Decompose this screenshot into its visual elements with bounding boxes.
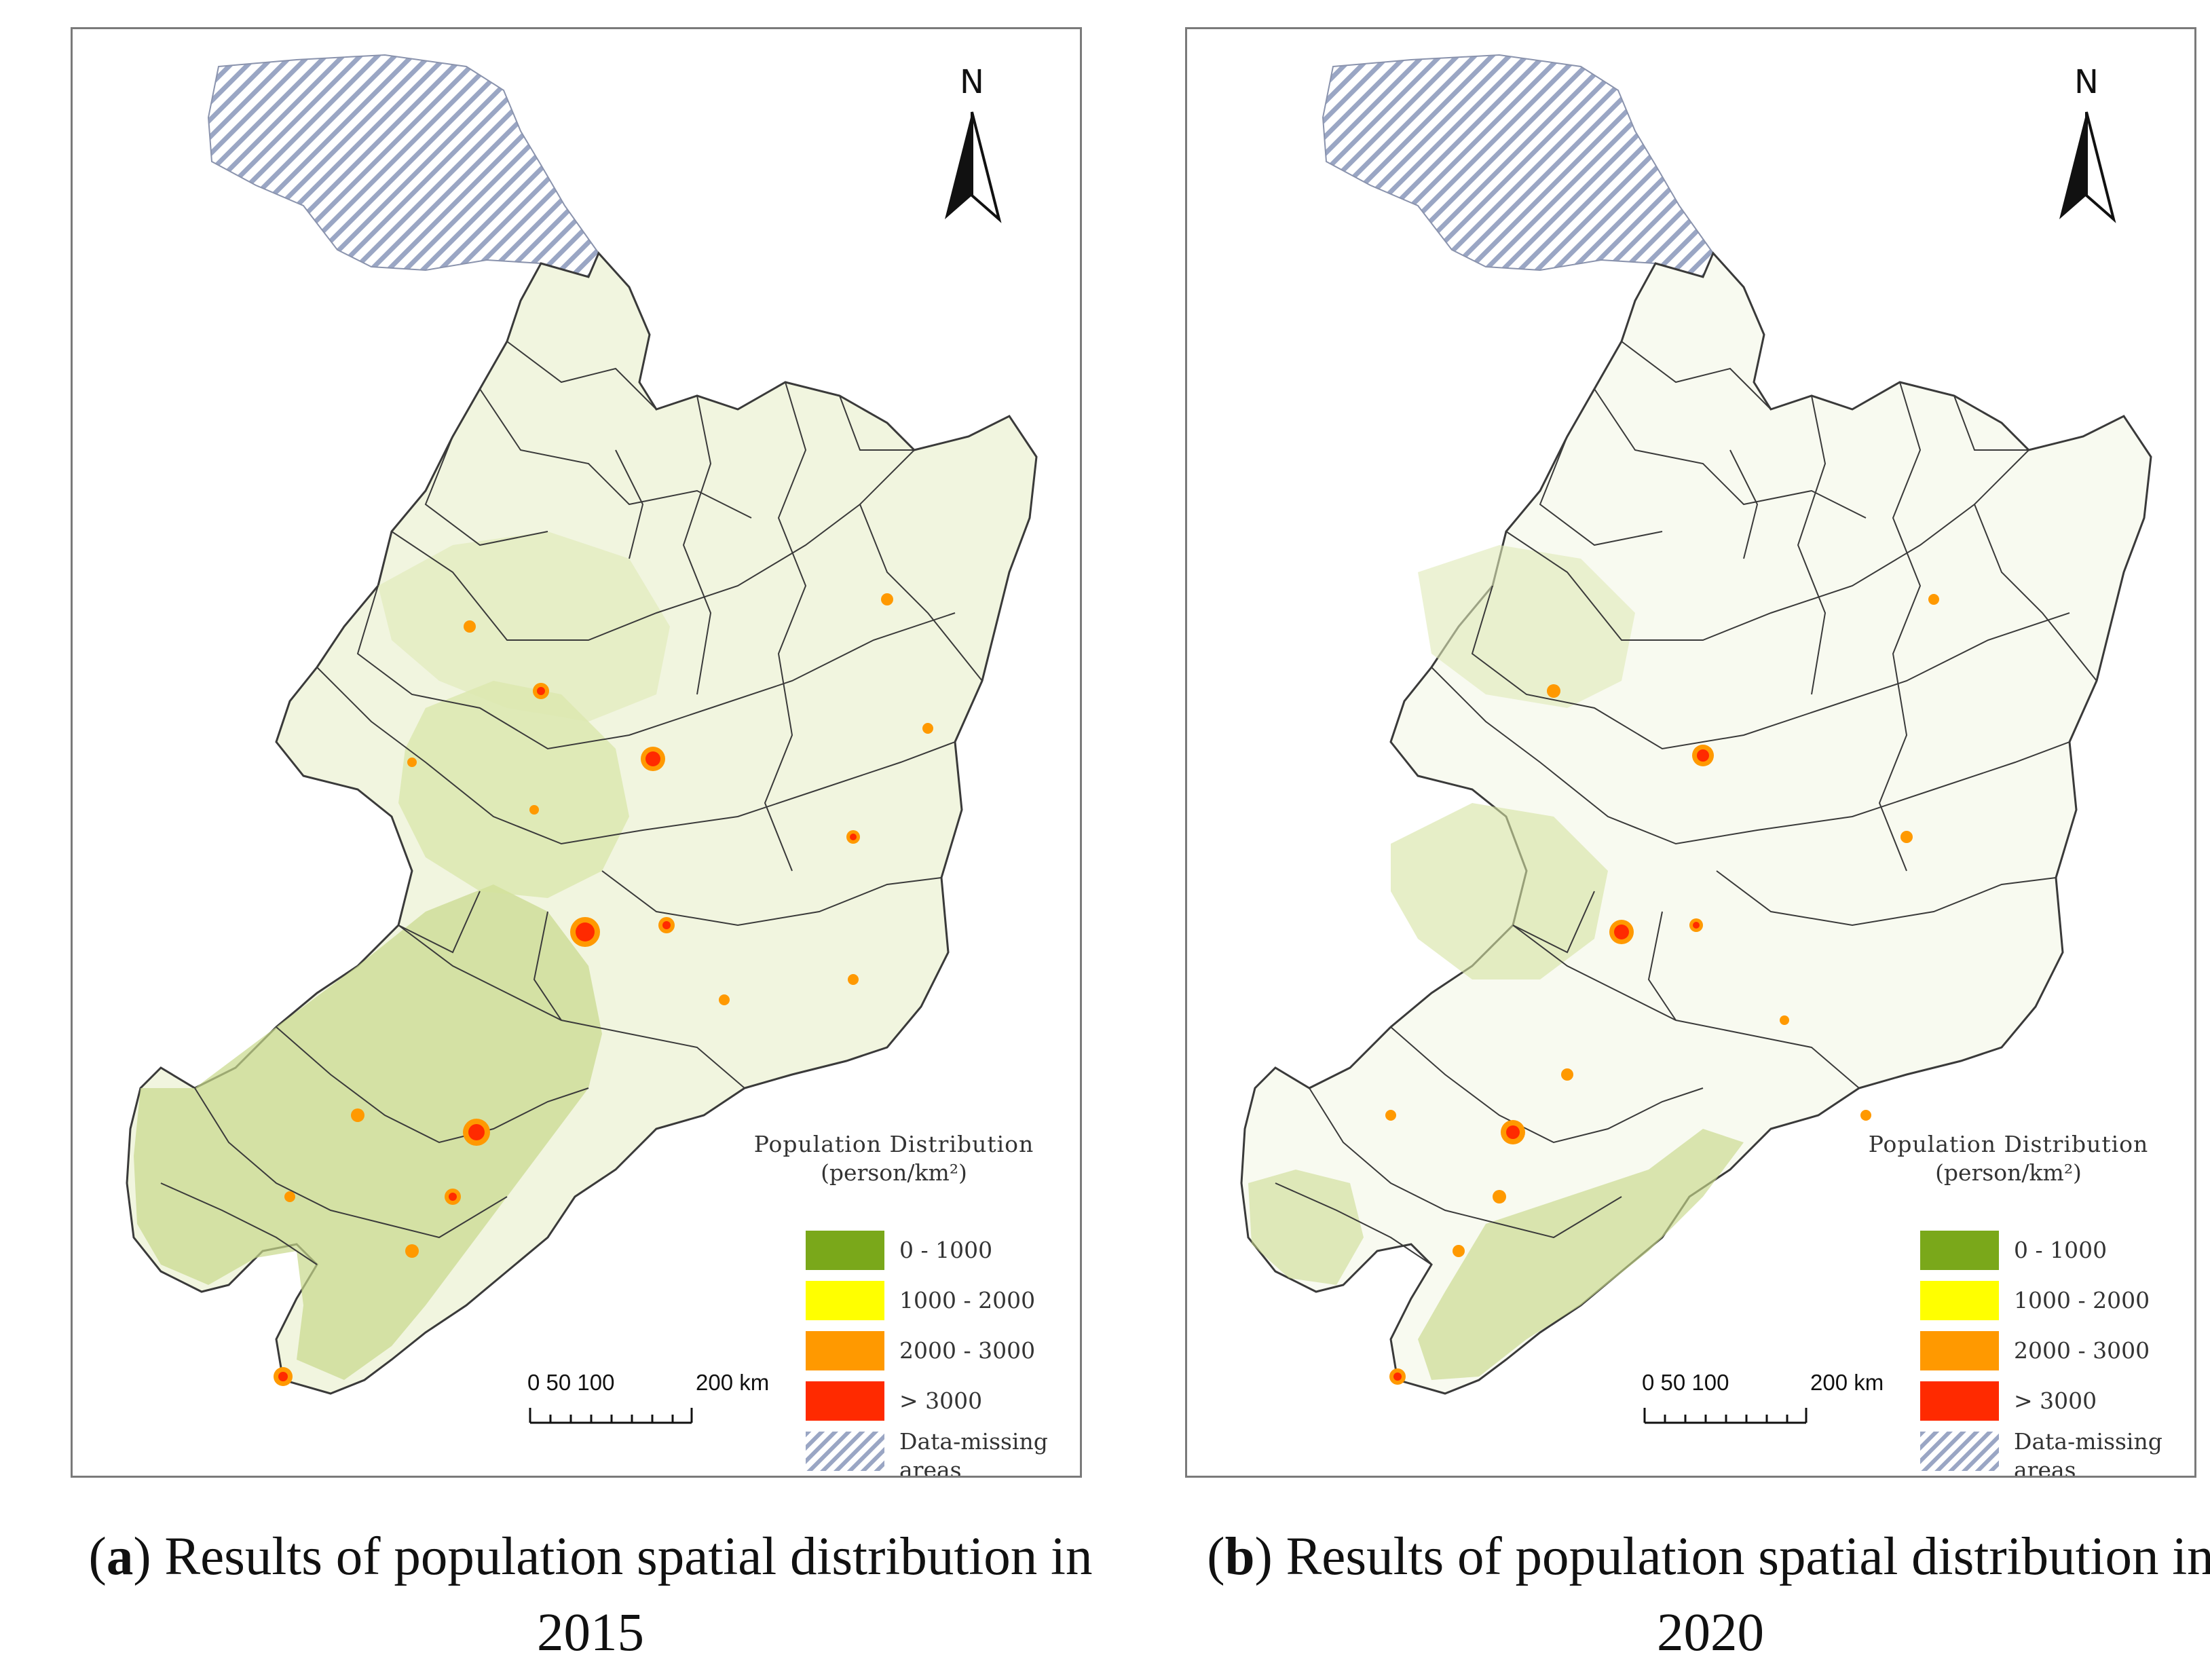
scale-bar: 0 50 100 200 km — [1642, 1370, 1913, 1431]
legend-label: Data-missing areas — [899, 1428, 1048, 1478]
map-panel-2015: N 0 50 100 200 km Population Distributio… — [71, 27, 1082, 1478]
legend-item-0-1000: 0 - 1000 — [806, 1231, 1064, 1270]
legend-swatch — [1920, 1231, 1999, 1270]
legend-swatch — [1920, 1331, 1999, 1370]
legend-item-gt-3000: > 3000 — [1920, 1381, 2178, 1421]
legend-label: 0 - 1000 — [899, 1237, 993, 1263]
legend-item-gt-3000: > 3000 — [806, 1381, 1064, 1421]
legend-swatch — [806, 1381, 884, 1421]
dense-area-peninsula — [1418, 1129, 1744, 1380]
legend-label: 0 - 1000 — [2014, 1237, 2108, 1263]
legend-item-2000-3000: 2000 - 3000 — [806, 1331, 1064, 1370]
urban-hotspots — [274, 593, 933, 1386]
scale-end-label: 200 km — [696, 1370, 770, 1395]
data-missing-region — [1322, 54, 1715, 278]
north-arrow-icon — [2059, 111, 2116, 223]
legend-item-1000-2000: 1000 - 2000 — [1920, 1281, 2178, 1320]
legend-label: > 3000 — [899, 1387, 983, 1414]
caption-letter: b — [1224, 1527, 1255, 1586]
legend: Population Distribution (person/km²) 0 -… — [1866, 1130, 2178, 1476]
legend-label: 1000 - 2000 — [899, 1287, 1036, 1313]
urban-hotspots — [1385, 594, 1939, 1385]
legend: Population Distribution (person/km²) 0 -… — [751, 1130, 1064, 1476]
legend-swatch — [806, 1231, 884, 1270]
caption-text: Results of population spatial distributi… — [164, 1527, 1093, 1662]
legend-label: 2000 - 3000 — [899, 1337, 1036, 1364]
map-canvas-2015 — [126, 54, 1038, 1395]
county-boundaries — [1275, 341, 2097, 1265]
map-panel-2020: N 0 50 100 200 km Population Distributio… — [1185, 27, 2196, 1478]
legend-swatch — [1920, 1281, 1999, 1320]
data-missing-region — [207, 54, 600, 278]
legend-item-data-missing: Data-missing areas — [806, 1428, 1064, 1476]
legend-unit: (person/km²) — [821, 1159, 967, 1186]
dense-area-north — [1418, 545, 1635, 708]
legend-swatch — [1920, 1381, 1999, 1421]
caption-2015: (a) Results of population spatial distri… — [88, 1527, 1093, 1662]
dense-area-southwest — [1248, 1170, 1364, 1285]
north-arrow-icon — [945, 111, 1002, 223]
legend-item-0-1000: 0 - 1000 — [1920, 1231, 2178, 1270]
legend-label: 1000 - 2000 — [2014, 1287, 2150, 1313]
scale-bar: 0 50 100 200 km — [527, 1370, 799, 1431]
hatch-pattern-icon — [1920, 1432, 1999, 1471]
scale-bar-icon — [529, 1408, 693, 1424]
county-boundaries — [160, 341, 983, 1265]
legend-swatch — [806, 1331, 884, 1370]
north-label: N — [960, 63, 984, 101]
hatch-pattern-icon — [806, 1432, 884, 1471]
legend-title: Population Distribution — [753, 1131, 1034, 1157]
scale-bar-icon — [1643, 1408, 1808, 1424]
legend-title: Population Distribution — [1868, 1131, 2149, 1157]
legend-label: > 3000 — [2014, 1387, 2097, 1414]
legend-label: Data-missing areas — [2014, 1428, 2162, 1478]
north-arrow: N — [2046, 63, 2127, 226]
north-arrow: N — [931, 63, 1013, 226]
legend-label: 2000 - 3000 — [2014, 1337, 2150, 1364]
scale-ticks-label: 0 50 100 — [1642, 1370, 1729, 1395]
scale-ticks-label: 0 50 100 — [527, 1370, 615, 1395]
dense-area-central — [1391, 803, 1608, 979]
land-region — [1240, 251, 2152, 1395]
legend-swatch — [806, 1281, 884, 1320]
map-canvas-2020 — [1240, 54, 2152, 1395]
north-label: N — [2074, 63, 2099, 101]
dense-area-central — [398, 681, 629, 898]
legend-item-2000-3000: 2000 - 3000 — [1920, 1331, 2178, 1370]
legend-item-1000-2000: 1000 - 2000 — [806, 1281, 1064, 1320]
legend-unit: (person/km²) — [1935, 1159, 2082, 1186]
scale-end-label: 200 km — [1810, 1370, 1884, 1395]
caption-text: Results of population spatial distributi… — [1286, 1527, 2210, 1662]
caption-letter: a — [106, 1527, 134, 1586]
legend-item-data-missing: Data-missing areas — [1920, 1428, 2178, 1476]
dense-area-north — [378, 531, 670, 722]
dense-area-southwest — [134, 884, 602, 1380]
caption-2020: (b) Results of population spatial distri… — [1167, 1519, 2210, 1671]
